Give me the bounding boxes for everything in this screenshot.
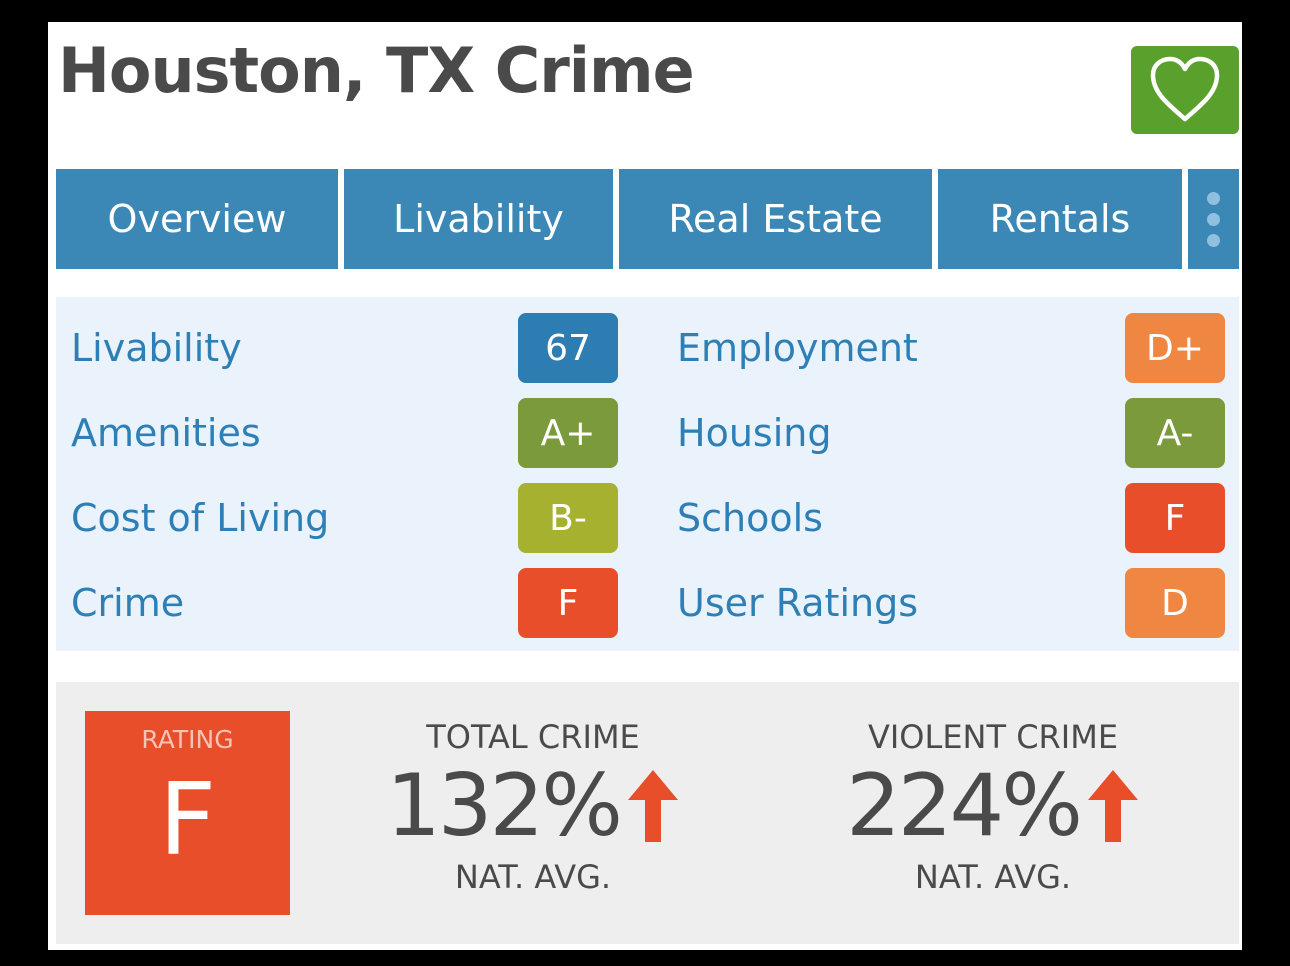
vertical-dots-icon — [1207, 191, 1220, 205]
score-label-livability[interactable]: Livability — [71, 326, 242, 370]
heart-icon — [1150, 56, 1220, 122]
score-badge-livability: 67 — [518, 313, 618, 383]
score-label-crime[interactable]: Crime — [71, 581, 185, 625]
violent-crime-value: 224% — [846, 756, 1083, 856]
violent-crime-stat: VIOLENT CRIME 224% NAT. AVG. — [813, 718, 1173, 896]
score-badge-crime: F — [518, 568, 618, 638]
total-crime-value: 132% — [386, 756, 623, 856]
score-label-user-ratings[interactable]: User Ratings — [677, 581, 919, 625]
score-label-employment[interactable]: Employment — [677, 326, 918, 370]
rating-grade: F — [158, 761, 217, 878]
score-badge-amenities: A+ — [518, 398, 618, 468]
score-panel: Livability 67 Amenities A+ Cost of Livin… — [56, 297, 1239, 651]
score-badge-user-ratings: D — [1125, 568, 1225, 638]
crime-summary: RATING F TOTAL CRIME 132% NAT. AVG. VIOL… — [56, 682, 1239, 944]
score-label-cost-of-living[interactable]: Cost of Living — [71, 496, 330, 540]
violent-crime-label: VIOLENT CRIME — [867, 718, 1119, 756]
tab-rentals[interactable]: Rentals — [938, 169, 1182, 269]
vertical-dots-icon-dot — [1207, 212, 1220, 226]
total-crime-sub: NAT. AVG. — [454, 858, 612, 896]
score-badge-employment: D+ — [1125, 313, 1225, 383]
favorite-button[interactable] — [1131, 46, 1239, 134]
city-card: Houston, TX Crime Overview Livability Re… — [48, 22, 1242, 950]
total-crime-label: TOTAL CRIME — [426, 718, 640, 756]
crime-rating-box: RATING F — [85, 711, 290, 915]
score-label-schools[interactable]: Schools — [677, 496, 823, 540]
score-label-housing[interactable]: Housing — [677, 411, 832, 455]
total-crime-stat: TOTAL CRIME 132% NAT. AVG. — [353, 718, 713, 896]
violent-crime-sub: NAT. AVG. — [914, 858, 1072, 896]
more-tabs-button[interactable] — [1188, 169, 1239, 269]
up-arrow-icon — [627, 770, 678, 842]
page-title: Houston, TX Crime — [58, 34, 695, 107]
score-label-amenities[interactable]: Amenities — [71, 411, 261, 455]
tab-livability[interactable]: Livability — [344, 169, 613, 269]
score-badge-schools: F — [1125, 483, 1225, 553]
score-badge-cost-of-living: B- — [518, 483, 618, 553]
tab-overview[interactable]: Overview — [56, 169, 338, 269]
tab-bar: Overview Livability Real Estate Rentals — [56, 169, 1239, 269]
score-badge-housing: A- — [1125, 398, 1225, 468]
up-arrow-icon — [1087, 770, 1138, 842]
rating-label: RATING — [141, 725, 234, 754]
tab-real-estate[interactable]: Real Estate — [619, 169, 932, 269]
vertical-dots-icon-dot — [1207, 233, 1220, 247]
